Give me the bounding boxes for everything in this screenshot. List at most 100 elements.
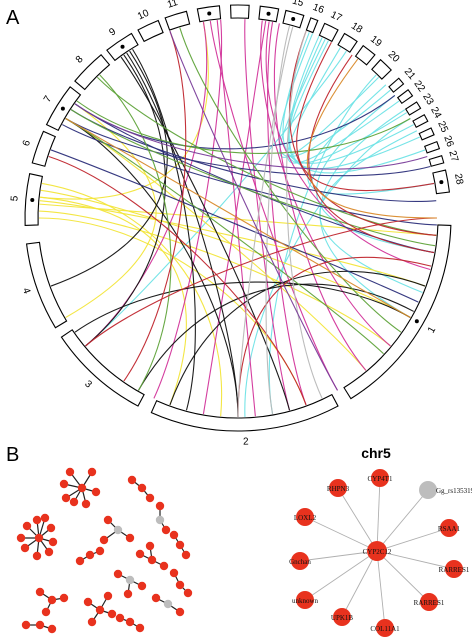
link-yellow-22 [39,203,437,236]
cluster-node [181,550,191,560]
network-cluster-10 [35,587,69,617]
cluster-node [59,479,69,489]
chromosome-label-10: 10 [136,8,151,23]
network-cluster-5 [75,546,105,566]
chromosome-label-21: 21 [402,66,418,82]
chromosome-label-9: 9 [107,26,118,38]
cluster-hub-node [47,595,57,605]
network-cluster-14 [169,568,193,598]
chromosome-label-14: 14 [265,0,278,3]
network-cluster-1 [16,513,58,561]
chr5-node [445,560,463,578]
chromosome-label-24: 24 [428,105,443,120]
cluster-node [175,607,185,617]
chr5-edge [376,550,455,570]
cluster-node [22,521,32,531]
chromosome-segment-26 [424,140,441,154]
cluster-hub-node [175,580,185,590]
chr5-edge [376,489,429,552]
chromosome-label-3: 3 [82,379,94,391]
link-yellow-14 [39,200,426,287]
network-cluster-0 [59,467,101,509]
chr5-edge [304,550,378,601]
link-green-49 [70,109,436,247]
cluster-hub-node [35,620,45,630]
link-cyan-10 [319,130,423,294]
cluster-hub-node [125,575,135,585]
link-magenta-24 [209,20,338,391]
chr5-node [440,519,458,537]
link-black-36 [132,48,196,411]
cluster-node [107,609,117,619]
chromosome-label-5: 5 [9,195,20,202]
chromosome-label-16: 16 [311,2,326,16]
link-cyan-13 [307,84,435,195]
chr5-node-label: CYP4T1 [368,475,393,483]
cluster-node [115,613,125,623]
network-cluster-4 [135,541,169,571]
link-red-56 [237,257,432,418]
cluster-node [169,568,179,578]
panel-a-letter: A [6,7,20,29]
cluster-node [135,549,145,559]
cluster-node [32,515,42,525]
chromosome-marker-9 [120,44,125,49]
cluster-node [137,581,147,591]
circos-links [38,19,438,418]
chr5-node-label: LOXL2 [294,514,317,522]
link-magenta-26 [267,21,307,406]
link-purple-67 [74,103,428,170]
chr5-node [371,469,389,487]
cluster-hub-node [77,483,87,493]
link-green-51 [76,100,411,155]
chr5-node-label: UPK1B [331,614,354,622]
chromosome-label-2: 2 [243,436,249,447]
cluster-node [81,499,91,509]
chr5-node-label: COL11A1 [370,625,400,633]
link-green-52 [179,27,402,333]
cluster-node [47,624,57,634]
chromosome-marker-7 [60,106,65,111]
chromosome-label-1: 1 [426,325,439,336]
link-cyan-9 [316,95,435,254]
link-green-53 [99,74,172,391]
network-cluster-2 [99,515,135,545]
cluster-node [91,487,101,497]
cluster-hub-node [137,483,147,493]
link-purple-68 [169,30,338,391]
cluster-node [123,589,133,599]
link-yellow-20 [65,118,367,371]
chromosome-segment-19 [354,44,376,66]
link-green-50 [96,76,437,236]
chromosome-label-22: 22 [411,79,427,95]
chr5-edge [376,527,450,552]
chr5-edge [341,550,378,618]
cluster-node [16,533,26,543]
chromosome-label-15: 15 [291,0,305,9]
cluster-node [87,467,97,477]
network-cluster-7 [169,530,191,560]
link-cyan-1 [288,37,421,170]
link-cyan-4 [287,47,400,164]
cluster-node [75,556,85,566]
cluster-node [99,535,109,545]
chromosome-label-26: 26 [441,134,455,149]
chromosome-label-4: 4 [20,287,32,296]
link-magenta-30 [260,20,391,347]
cluster-node [20,543,30,553]
link-navy-44 [70,109,437,202]
link-red-61 [289,30,437,236]
chromosome-marker-1 [414,319,419,324]
chr5-node [420,593,438,611]
chromosome-label-12: 12 [201,0,214,3]
network-cluster-11 [151,593,185,617]
cluster-node [61,493,71,503]
cluster-node [145,541,155,551]
network-cluster-9 [83,591,117,627]
chromosome-label-23: 23 [420,92,435,108]
cluster-node [169,530,179,540]
link-red-60 [123,30,187,382]
chr5-node [419,481,437,499]
link-magenta-29 [273,23,367,371]
